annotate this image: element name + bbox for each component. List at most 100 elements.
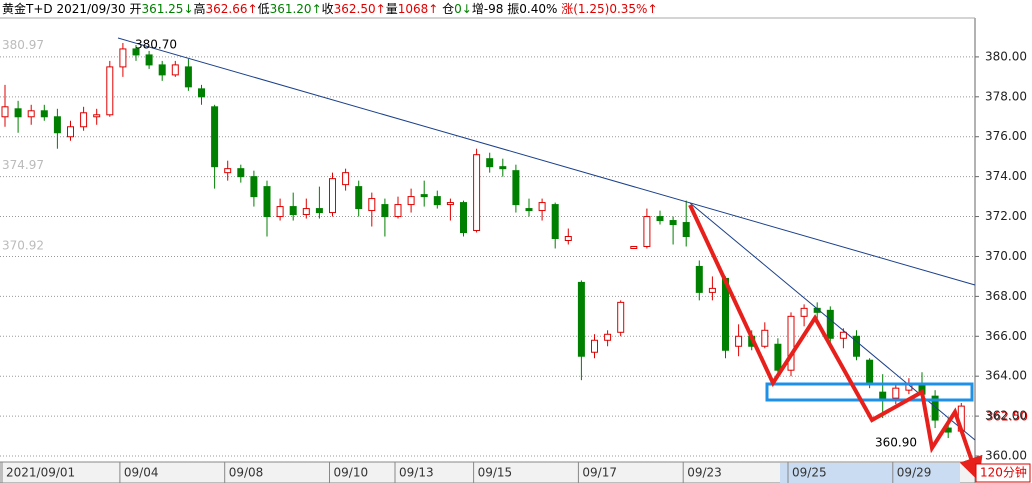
red-arrows [688,204,983,482]
candle-body [158,64,166,76]
candles [1,42,965,439]
header-item: (1.25)0.35%↑ [573,2,657,16]
candle-body [302,208,310,216]
candle-body [499,166,507,170]
header-item: 0↓ [454,2,472,16]
candle-body [512,170,520,206]
header-item: 362.50↑ [334,2,386,16]
candle-body [381,204,389,218]
x-tick-label: 09/08 [229,466,264,480]
period: 120分钟 [980,465,1027,480]
header-item: 振 [503,2,519,16]
candle-body [473,154,481,232]
header-item: 2021/09/30 [53,2,130,16]
candle-body [577,281,585,357]
candle-body [171,64,179,76]
x-tick-label: 09/23 [687,466,722,480]
header-item: 低 [258,2,270,16]
header-item: -98 [484,2,504,16]
high-label: 380.70 [135,38,177,52]
candle-body [27,110,35,118]
header-item: 361.20↑ [270,2,322,16]
candle-body [695,265,703,293]
candle-body [525,208,533,212]
candle-body [538,202,546,212]
trend-line [117,37,976,286]
x-tick-label: 2021/09/01 [6,466,75,480]
header: 黄金T+D 2021/09/30 开361.25↓高362.66↑低361.20… [2,1,658,16]
x-tick-label: 09/13 [399,466,434,480]
header-item: 涨 [557,1,573,16]
candle-body [591,339,598,353]
candle-body [774,343,782,371]
x-tick-label: 09/17 [582,466,617,480]
candle-body [761,329,769,347]
candle-body [787,315,795,371]
candle-body [839,331,847,339]
candle-body [80,112,88,128]
candle-body [564,236,572,241]
candle-body [669,220,677,226]
candle-body [394,204,402,218]
header-item: 1068↑ [398,2,439,16]
candle-body [656,216,664,222]
candle-body [184,66,192,88]
candle-body [368,198,376,212]
candle-body [446,202,454,206]
date-highlight [780,463,960,483]
candle-body [263,186,271,218]
x-tick-label: 09/29 [897,466,932,480]
x-tick-label: 09/25 [792,466,827,480]
candle-body [420,194,428,198]
header-item: 高 [194,1,206,16]
y-tick-label: 372.00 [985,209,1027,223]
last-price: 362.50 [986,410,1028,424]
candle-body [931,395,939,421]
x-tick-label: 09/04 [124,466,159,480]
header-item: 开 [129,2,141,16]
candle-body [735,335,743,347]
candle-body [708,287,716,293]
y-tick-label: 360.00 [985,449,1027,463]
candle-body [119,48,127,68]
header-item: 收 [322,2,334,16]
candle-body [276,206,284,218]
y-tick-label: 370.00 [985,249,1027,263]
candle-body [40,110,48,118]
left-tick-label: 380.97 [2,38,44,52]
left-tick-label: 374.97 [2,158,44,172]
candle-body [826,309,834,339]
candle-body [132,48,140,56]
candle-body [407,196,415,206]
y-tick-label: 362.00 [985,409,1027,423]
y-tick-label: 376.00 [985,129,1027,143]
candle-body [630,245,638,249]
candle-body [682,222,690,238]
candle-body [892,387,900,399]
grid [0,56,975,457]
header-item: 量 [386,2,398,16]
candle-body [14,108,22,118]
candle-body [198,88,205,98]
y-tick-label: 366.00 [985,329,1027,343]
candle-body [67,126,74,138]
candle-body [211,106,219,168]
candle-body [1,106,9,118]
y-tick-label: 364.00 [985,369,1027,383]
candle-body [93,114,101,118]
candle-body [237,168,245,178]
y-tick-label: 374.00 [985,169,1027,183]
candle-body [53,116,61,134]
header-item: 0.40% [519,2,557,16]
candle-body [355,186,363,210]
candle-body [250,176,258,198]
candle-body [866,359,874,383]
candle-body [853,335,860,357]
header-item: 增 [472,2,484,16]
candle-body [329,178,336,214]
candle-body [800,307,808,317]
candle-body [342,172,350,186]
